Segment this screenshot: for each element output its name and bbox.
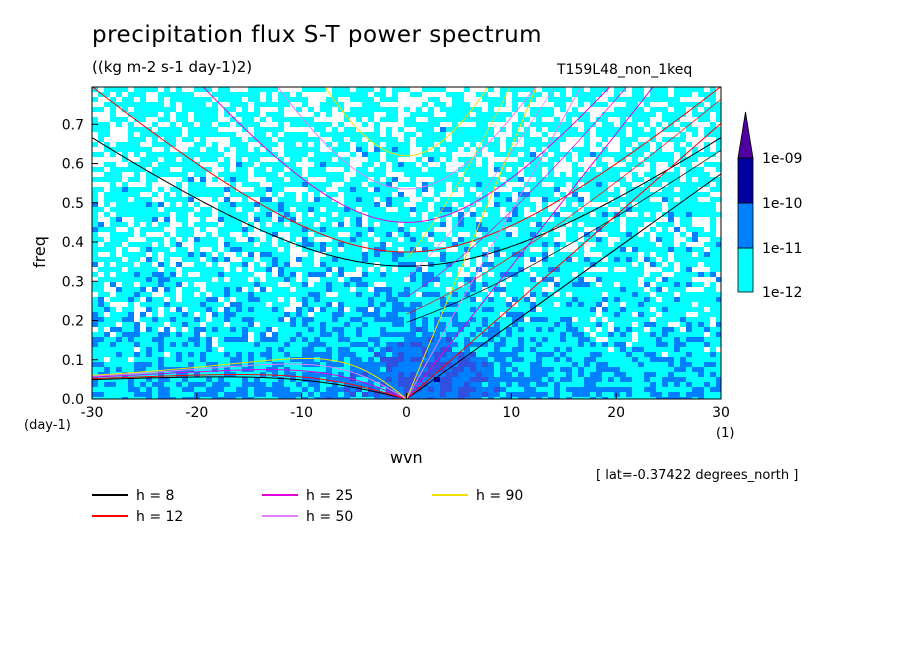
x-axis-unit: (1) [716,426,735,441]
y-tick-label: 0.7 [62,117,84,133]
power-spectrum-field [92,87,721,399]
x-tick-label: -20 [185,405,208,421]
dispersion-curve-h25 [92,87,654,399]
chart-title: precipitation flux S-T power spectrum [92,22,543,48]
dispersion-curve-h50 [92,87,582,399]
colorbar-segment [737,157,754,204]
legend-label: h = 90 [476,488,523,504]
legend-item: h = 8 [92,488,174,504]
x-axis-label: wvn [390,448,423,467]
y-axis-unit: (day-1) [24,418,71,433]
legend-label: h = 25 [306,488,353,504]
y-tick-label: 0.6 [62,157,84,173]
y-tick-label: 0.4 [62,235,84,251]
chart-units: ((kg m-2 s-1 day-1)2) [92,58,253,76]
colorbar: 1e-12 1e-11 1e-10 1e-09 [737,111,802,301]
colorbar-label: 1e-10 [762,196,802,212]
y-tick-label: 0.3 [62,274,84,290]
y-tick-label: 0.0 [62,392,84,408]
legend-item: h = 25 [262,488,353,504]
legend-label: h = 12 [136,509,183,525]
dispersion-curve-h8 [92,137,721,399]
x-tick-label: 20 [607,405,625,421]
x-tick-label: 30 [712,405,730,421]
legend-label: h = 8 [136,488,174,504]
dispersion-curve-h90 [92,87,537,399]
colorbar-label: 1e-11 [762,241,802,257]
colorbar-segment [737,247,754,293]
legend-label: h = 50 [306,509,353,525]
run-name: T159L48_non_1keq [557,62,693,78]
x-tick-label: 0 [402,405,411,421]
y-tick-label: 0.2 [62,314,84,330]
colorbar-segment [737,202,754,249]
x-tick-label: 10 [502,405,520,421]
colorbar-label: 1e-12 [762,285,802,301]
x-tick-label: -10 [290,405,313,421]
legend-item: h = 12 [92,509,183,525]
legend-item: h = 50 [262,509,353,525]
dispersion-curve-h12 [92,87,721,399]
axis-ticks: -30 -20 -10 0 10 20 30 0.0 0.1 0.2 0.3 0.4 0.5 0.6 0.7 [62,117,730,421]
y-tick-label: 0.1 [62,353,84,369]
y-tick-label: 0.5 [62,196,84,212]
x-tick-label: -30 [81,405,104,421]
latitude-note: [ lat=-0.37422 degrees_north ] [596,468,799,483]
dispersion-curves [92,87,721,399]
colorbar-label: 1e-09 [762,151,802,167]
legend-item: h = 90 [432,488,523,504]
legend: h = 8 h = 12 h = 25 h = 50 h = 90 [92,488,523,525]
colorbar-arrow [737,111,754,159]
